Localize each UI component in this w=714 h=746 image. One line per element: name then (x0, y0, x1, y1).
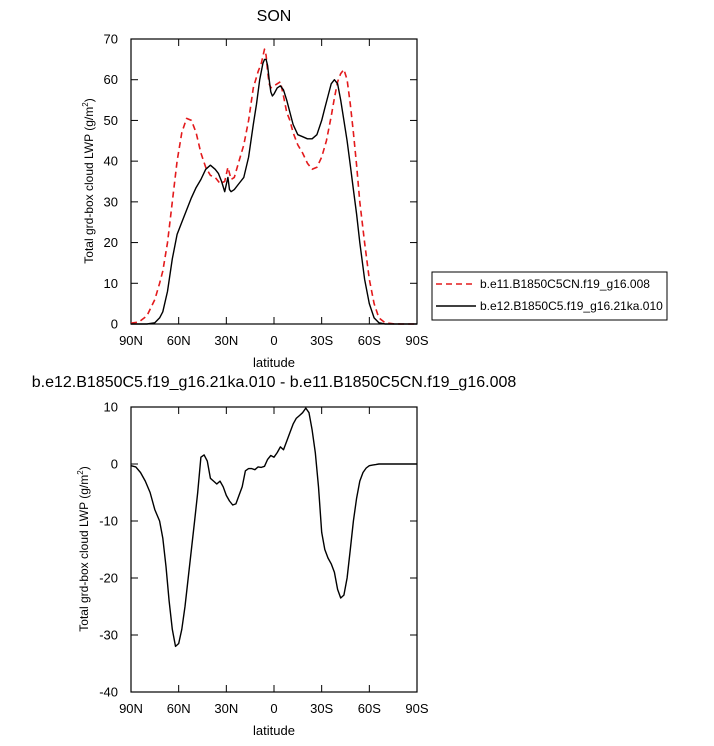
legend-label-series-2: b.e12.B1850C5.f19_g16.21ka.010 (480, 299, 663, 313)
bottom-x-tick-label: 30N (214, 701, 238, 716)
top-y-tick-label: 70 (104, 32, 118, 47)
top-panel: SON 90N 60N 30N 0 30S 60S 90S 0 10 20 30 40 50 60 70 l… (81, 8, 429, 370)
top-y-tick-label: 20 (104, 235, 118, 250)
top-y-axis-label: Total grd-box cloud LWP (g/m2) (81, 98, 96, 263)
bottom-y-tick-label: -20 (99, 571, 118, 586)
top-y-tick-label: 40 (104, 154, 118, 169)
top-y-tick-label: 60 (104, 72, 118, 87)
bottom-y-tick-label: -40 (99, 685, 118, 700)
top-x-axis-label: latitude (253, 355, 295, 370)
bottom-chart-title: b.e12.B1850C5.f19_g16.21ka.010 - b.e11.B… (32, 374, 517, 391)
bottom-x-tick-label: 90S (405, 701, 428, 716)
bottom-series-layer (130, 407, 417, 648)
bottom-y-axis-label: Total grd-box cloud LWP (g/m2) (76, 466, 91, 631)
top-plot-frame (130, 38, 418, 325)
top-x-tick-label: 90N (119, 333, 143, 348)
top-y-tick-label: 0 (111, 317, 118, 332)
legend: b.e11.B1850C5CN.f19_g16.008 b.e12.B1850C… (431, 271, 668, 321)
top-x-tick-label: 60N (167, 333, 191, 348)
bottom-x-tick-label: 0 (270, 701, 277, 716)
top-y-tick-label: 30 (104, 194, 118, 209)
bottom-x-tick-label: 60S (358, 701, 381, 716)
bottom-series-line-1 (130, 407, 417, 648)
top-x-tick-label: 30S (310, 333, 333, 348)
bottom-x-tick-label: 60N (167, 701, 191, 716)
top-x-tick-label: 30N (214, 333, 238, 348)
top-series-line-1 (130, 48, 417, 325)
bottom-axis-ticks: 90N 60N 30N 0 30S 60S 90S -40 -30 -20 -10 0 10 (99, 400, 429, 717)
legend-label-series-1: b.e11.B1850C5CN.f19_g16.008 (480, 277, 650, 291)
legend-box (431, 271, 668, 321)
top-x-tick-label: 90S (405, 333, 428, 348)
bottom-y-tick-label: 10 (104, 400, 118, 415)
bottom-y-tick-label: -10 (99, 514, 118, 529)
bottom-y-tick-label: 0 (111, 457, 118, 472)
top-chart-title: SON (257, 8, 292, 25)
top-y-tick-label: 10 (104, 276, 118, 291)
bottom-x-tick-label: 90N (119, 701, 143, 716)
top-series-layer (130, 48, 417, 325)
bottom-plot-frame (130, 406, 418, 693)
bottom-y-tick-label: -30 (99, 628, 118, 643)
top-x-tick-label: 60S (358, 333, 381, 348)
top-y-tick-label: 50 (104, 113, 118, 128)
top-series-line-2 (131, 58, 417, 325)
top-x-tick-label: 0 (270, 333, 277, 348)
bottom-x-tick-label: 30S (310, 701, 333, 716)
bottom-panel: b.e12.B1850C5.f19_g16.21ka.010 - b.e11.B… (32, 374, 517, 738)
top-axis-ticks: 90N 60N 30N 0 30S 60S 90S 0 10 20 30 40 50 60 70 (104, 32, 429, 349)
bottom-x-axis-label: latitude (253, 723, 295, 738)
